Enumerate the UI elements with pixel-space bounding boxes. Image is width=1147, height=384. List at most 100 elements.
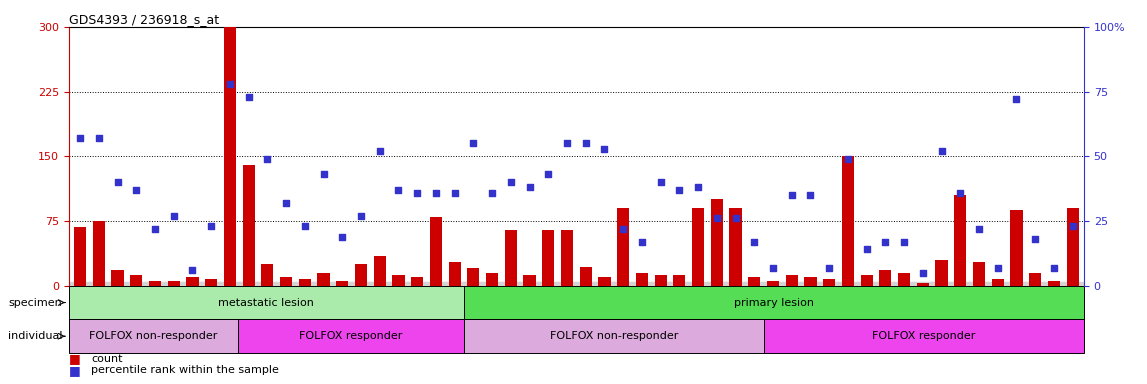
Bar: [729, 208, 742, 286]
Bar: [954, 195, 967, 286]
Bar: [463, 319, 764, 353]
Bar: [898, 273, 911, 286]
Point: [689, 184, 708, 190]
Bar: [860, 275, 873, 286]
Point: [858, 247, 876, 253]
Bar: [692, 208, 704, 286]
Bar: [673, 275, 686, 286]
Bar: [655, 275, 666, 286]
Bar: [448, 262, 461, 286]
Bar: [599, 277, 610, 286]
Point: [1045, 265, 1063, 271]
Bar: [224, 27, 236, 286]
Bar: [242, 165, 255, 286]
Bar: [992, 279, 1004, 286]
Point: [989, 265, 1007, 271]
Bar: [73, 227, 86, 286]
Text: metastatic lesion: metastatic lesion: [218, 298, 314, 308]
Point: [933, 148, 951, 154]
Bar: [186, 277, 198, 286]
Bar: [354, 264, 367, 286]
Bar: [111, 270, 124, 286]
Point: [539, 171, 557, 177]
Point: [802, 192, 820, 198]
Text: FOLFOX responder: FOLFOX responder: [873, 331, 976, 341]
Text: count: count: [91, 354, 123, 364]
Point: [314, 171, 333, 177]
Bar: [748, 277, 760, 286]
Point: [557, 140, 576, 146]
Bar: [318, 273, 329, 286]
Point: [164, 213, 182, 219]
Point: [577, 140, 595, 146]
Point: [1007, 96, 1025, 103]
Point: [483, 189, 501, 195]
Point: [670, 187, 688, 193]
Point: [276, 200, 295, 206]
Bar: [523, 275, 536, 286]
Point: [445, 189, 463, 195]
Text: individual: individual: [8, 331, 62, 341]
Point: [258, 156, 276, 162]
Bar: [280, 277, 292, 286]
Bar: [916, 283, 929, 286]
Point: [838, 156, 857, 162]
Point: [408, 189, 427, 195]
Bar: [298, 279, 311, 286]
Point: [108, 179, 126, 185]
Point: [782, 192, 801, 198]
Bar: [804, 277, 817, 286]
Point: [820, 265, 838, 271]
Text: FOLFOX non-responder: FOLFOX non-responder: [549, 331, 678, 341]
Bar: [69, 286, 463, 319]
Point: [764, 265, 782, 271]
Point: [333, 233, 351, 240]
Point: [970, 226, 989, 232]
Point: [876, 238, 895, 245]
Text: primary lesion: primary lesion: [734, 298, 813, 308]
Bar: [617, 208, 630, 286]
Bar: [149, 281, 161, 286]
Bar: [635, 273, 648, 286]
Point: [427, 189, 445, 195]
Point: [501, 179, 520, 185]
Bar: [505, 230, 517, 286]
Bar: [262, 264, 273, 286]
Point: [595, 146, 614, 152]
Bar: [543, 230, 554, 286]
Point: [389, 187, 407, 193]
Bar: [411, 277, 423, 286]
Bar: [93, 221, 104, 286]
Bar: [205, 279, 217, 286]
Point: [220, 81, 239, 87]
Point: [651, 179, 670, 185]
Text: FOLFOX responder: FOLFOX responder: [299, 331, 403, 341]
Point: [614, 226, 632, 232]
Bar: [1067, 208, 1079, 286]
Point: [521, 184, 539, 190]
Point: [370, 148, 389, 154]
Bar: [561, 230, 574, 286]
Bar: [1011, 210, 1023, 286]
Text: FOLFOX non-responder: FOLFOX non-responder: [89, 331, 218, 341]
Bar: [239, 319, 463, 353]
Point: [726, 215, 744, 222]
Bar: [711, 199, 723, 286]
Bar: [1048, 281, 1060, 286]
Point: [1027, 236, 1045, 242]
Bar: [130, 275, 142, 286]
Text: GDS4393 / 236918_s_at: GDS4393 / 236918_s_at: [69, 13, 219, 26]
Point: [633, 238, 651, 245]
Text: specimen: specimen: [8, 298, 62, 308]
Point: [708, 215, 726, 222]
Bar: [842, 156, 855, 286]
Bar: [430, 217, 442, 286]
Point: [296, 223, 314, 229]
Bar: [374, 255, 385, 286]
Bar: [1029, 273, 1041, 286]
Bar: [467, 268, 479, 286]
Bar: [767, 281, 779, 286]
Point: [240, 94, 258, 100]
Bar: [824, 279, 835, 286]
Bar: [336, 281, 349, 286]
